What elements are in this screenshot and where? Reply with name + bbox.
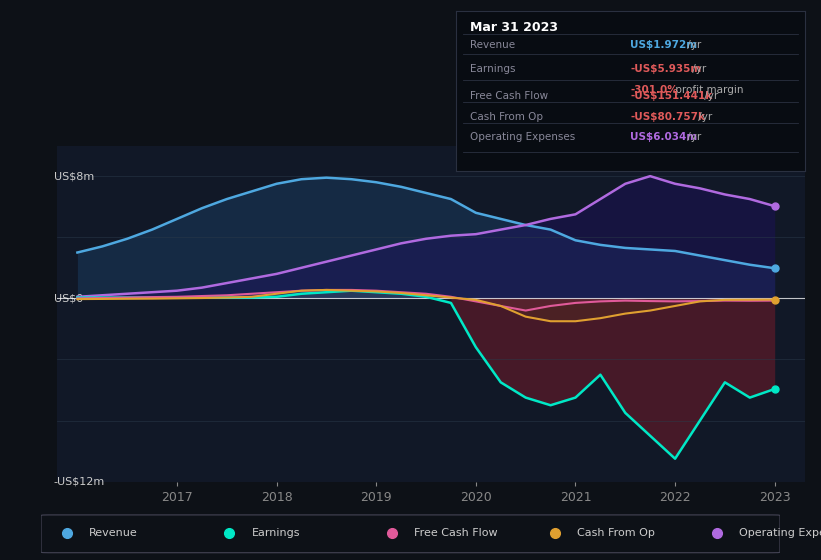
Text: Operating Expenses: Operating Expenses	[739, 529, 821, 538]
Text: Free Cash Flow: Free Cash Flow	[470, 91, 548, 101]
Text: Free Cash Flow: Free Cash Flow	[414, 529, 498, 538]
Text: -US$80.757k: -US$80.757k	[631, 112, 705, 122]
Text: /yr: /yr	[690, 64, 707, 74]
Text: Revenue: Revenue	[89, 529, 138, 538]
Text: /yr: /yr	[684, 40, 701, 50]
Text: Operating Expenses: Operating Expenses	[470, 133, 575, 142]
Text: /yr: /yr	[701, 91, 718, 101]
Text: US$6.034m: US$6.034m	[631, 133, 697, 142]
Text: Earnings: Earnings	[470, 64, 515, 74]
Text: Cash From Op: Cash From Op	[576, 529, 654, 538]
Text: /yr: /yr	[684, 133, 701, 142]
Text: US$0: US$0	[53, 293, 83, 304]
Text: Earnings: Earnings	[251, 529, 300, 538]
Text: -US$151.441k: -US$151.441k	[631, 91, 713, 101]
Text: US$1.972m: US$1.972m	[631, 40, 697, 50]
Text: -301.0%: -301.0%	[631, 85, 678, 95]
Text: Cash From Op: Cash From Op	[470, 112, 543, 122]
Text: -US$12m: -US$12m	[53, 477, 105, 487]
Text: profit margin: profit margin	[672, 85, 743, 95]
Text: Revenue: Revenue	[470, 40, 515, 50]
Text: /yr: /yr	[695, 112, 713, 122]
Text: Mar 31 2023: Mar 31 2023	[470, 21, 557, 34]
Text: US$8m: US$8m	[53, 171, 94, 181]
Text: -US$5.935m: -US$5.935m	[631, 64, 701, 74]
